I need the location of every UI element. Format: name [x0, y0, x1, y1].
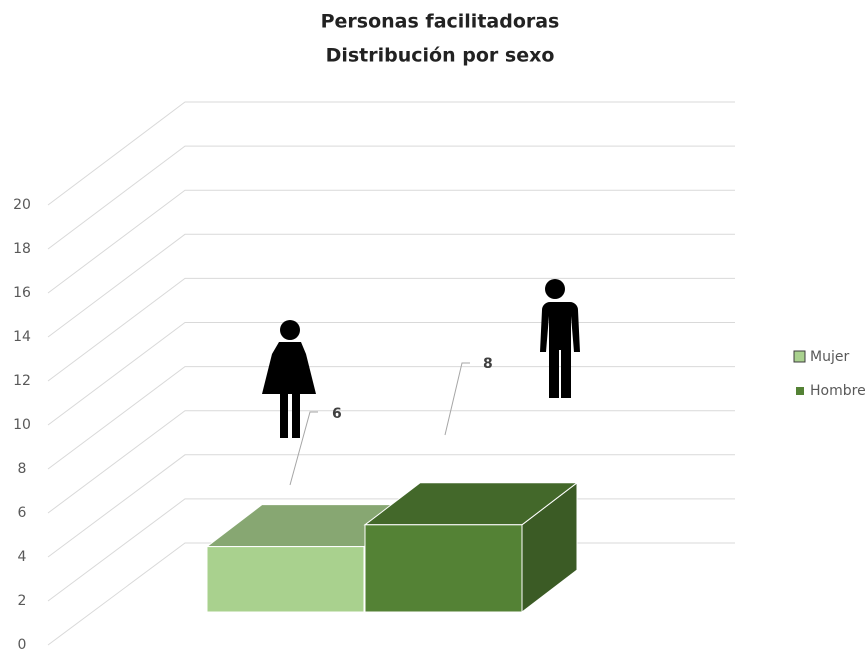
- grid-line: [47, 454, 735, 558]
- data-label: 8: [483, 356, 493, 372]
- y-tick-label: 10: [13, 417, 31, 433]
- legend-label: Hombre: [810, 383, 866, 399]
- y-tick-label: 12: [13, 373, 31, 389]
- leader-line: [289, 411, 318, 486]
- bars: 68: [205, 356, 579, 614]
- grid-line: [47, 277, 735, 382]
- y-tick-label: 6: [18, 505, 27, 521]
- grid-line: [47, 410, 735, 514]
- y-tick-label: 20: [13, 197, 31, 213]
- legend: Mujer Hombre: [793, 349, 866, 399]
- woman-icon: [262, 320, 316, 438]
- y-tick-label: 8: [18, 461, 27, 477]
- chart-title: Distribución por sexo: [326, 45, 555, 67]
- leader-line: [444, 362, 470, 436]
- y-tick-label: 16: [13, 285, 31, 301]
- grid-line: [47, 366, 735, 470]
- bar: [206, 546, 365, 613]
- bar: [364, 524, 523, 613]
- grid-line: [47, 233, 735, 338]
- y-tick-label: 4: [18, 549, 27, 565]
- legend-swatch: [796, 387, 804, 395]
- chart-title: Personas facilitadoras: [321, 11, 560, 33]
- y-tick-label: 14: [13, 329, 31, 345]
- y-tick-label: 2: [18, 593, 27, 609]
- grid-line: [47, 145, 735, 250]
- y-tick-label: 18: [13, 241, 31, 257]
- man-icon: [540, 279, 580, 398]
- y-tick-label: 0: [18, 637, 27, 650]
- legend-label: Mujer: [810, 349, 849, 365]
- grid-line: [47, 101, 735, 206]
- data-label: 6: [332, 406, 342, 422]
- grid-line: [47, 322, 735, 426]
- grid-line: [47, 189, 735, 294]
- legend-swatch: [793, 350, 806, 363]
